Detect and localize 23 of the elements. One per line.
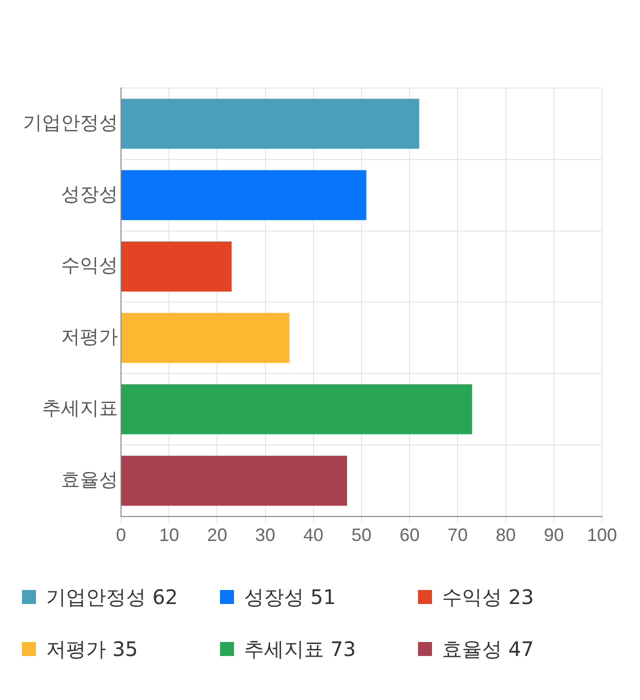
x-tick-label: 10	[159, 525, 180, 546]
category-label: 기업안정성 62	[46, 585, 178, 609]
y-tick-label: 성장성	[61, 184, 118, 206]
x-tick-label: 70	[448, 525, 468, 546]
x-tick-label: 90	[544, 525, 564, 546]
y-tick-label: 기업안정성	[23, 112, 118, 134]
category-label: 저평가 35	[46, 637, 138, 661]
category-label: 수익성 23	[442, 585, 534, 609]
y-tick-label: 효율성	[61, 470, 118, 491]
y-tick-label: 수익성	[61, 256, 118, 277]
y-tick-label: 저평가	[61, 327, 118, 348]
x-tick-label: 30	[255, 525, 276, 546]
category-label: 추세지표 73	[244, 637, 356, 661]
x-tick-label: 40	[303, 525, 324, 546]
x-tick-label: 80	[496, 525, 516, 546]
x-tick-label: 100	[586, 525, 618, 546]
y-tick-label: 추세지표	[42, 398, 118, 420]
category-label: 성장성 51	[244, 585, 336, 609]
x-tick-label: 50	[351, 525, 372, 546]
category-label: 효율성 47	[442, 637, 534, 661]
x-tick-label: 20	[207, 525, 228, 546]
x-tick-label: 60	[400, 525, 420, 546]
x-tick-label: 0	[116, 525, 126, 546]
